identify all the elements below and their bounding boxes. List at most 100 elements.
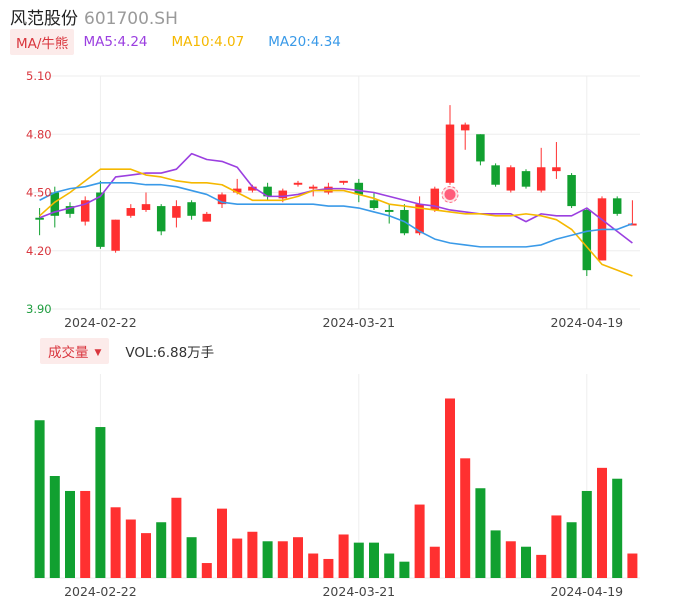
price-grid bbox=[32, 75, 640, 310]
volume-grid bbox=[32, 374, 640, 579]
candle-body bbox=[324, 186, 333, 193]
candle-body bbox=[50, 192, 60, 216]
volume-bar bbox=[110, 507, 121, 578]
candle-body bbox=[506, 167, 516, 191]
volume-bar bbox=[581, 490, 592, 578]
volume-bar bbox=[323, 558, 334, 578]
volume-date-labels: 2024-02-22 2024-03-21 2024-04-19 bbox=[64, 584, 623, 599]
volume-bar bbox=[293, 537, 303, 578]
volume-bar bbox=[536, 554, 547, 578]
candle-body bbox=[445, 124, 455, 183]
candle-body bbox=[612, 198, 622, 214]
volume-legend: 成交量 ▼ VOL:6.88万手 bbox=[40, 338, 215, 364]
candle-body bbox=[65, 206, 75, 214]
x-tick-label: 2024-04-19 bbox=[550, 584, 623, 599]
candle-body bbox=[384, 209, 394, 212]
ma10-label: MA10:4.07 bbox=[171, 34, 245, 50]
candle-body bbox=[491, 165, 500, 185]
ma-legend: MA/牛熊 MA5:4.24 MA10:4.07 MA20:4.34 bbox=[10, 29, 341, 55]
volume-bar bbox=[338, 534, 349, 578]
candle-body bbox=[582, 209, 592, 271]
candle-body bbox=[460, 124, 470, 131]
volume-bar bbox=[414, 504, 425, 578]
candle-body bbox=[354, 182, 364, 195]
volume-value-label: VOL:6.88万手 bbox=[125, 345, 215, 361]
volume-bar bbox=[80, 490, 91, 578]
volume-bar bbox=[521, 546, 531, 578]
volume-bar bbox=[277, 541, 288, 578]
volume-bar bbox=[201, 563, 212, 578]
x-tick-label: 2024-02-22 bbox=[64, 315, 137, 330]
candle-body bbox=[476, 134, 485, 162]
y-tick-label: 4.50 bbox=[26, 186, 52, 200]
volume-bar bbox=[49, 476, 60, 578]
candle-body bbox=[536, 167, 546, 191]
candle-body bbox=[628, 223, 637, 226]
volume-bar bbox=[141, 533, 151, 578]
volume-bar bbox=[247, 531, 258, 578]
volume-bar bbox=[34, 420, 45, 578]
candle-body bbox=[96, 192, 105, 247]
volume-bar bbox=[551, 515, 562, 578]
candle-body bbox=[339, 180, 348, 183]
ma5-line bbox=[39, 152, 633, 244]
ma5-label: MA5:4.24 bbox=[83, 34, 148, 50]
stock-code: 601700.SH bbox=[84, 9, 178, 29]
volume-bar bbox=[308, 553, 319, 578]
candle-body bbox=[430, 188, 440, 210]
volume-bar bbox=[597, 467, 607, 578]
candle-body bbox=[278, 190, 288, 199]
candle-body bbox=[293, 182, 303, 185]
price-axis-labels: 5.10 4.80 4.50 4.20 3.90 bbox=[26, 69, 52, 316]
volume-bar bbox=[232, 538, 243, 578]
candle-body bbox=[202, 213, 212, 222]
candle-body bbox=[248, 186, 257, 191]
volume-bar bbox=[399, 561, 410, 578]
ma10-line bbox=[39, 168, 633, 277]
volume-bar bbox=[627, 553, 638, 578]
volume-bar bbox=[369, 542, 379, 578]
moving-average-lines bbox=[39, 152, 633, 277]
volume-bar bbox=[353, 542, 364, 578]
volume-indicator-selector[interactable]: 成交量 ▼ bbox=[40, 338, 110, 364]
y-tick-label: 4.20 bbox=[26, 244, 52, 258]
candle-body bbox=[263, 186, 272, 197]
candle-body bbox=[415, 204, 424, 234]
candle-body bbox=[126, 208, 136, 216]
volume-bar bbox=[460, 458, 471, 578]
volume-bar bbox=[186, 537, 197, 578]
volume-bar bbox=[475, 488, 486, 578]
x-tick-label: 2024-03-21 bbox=[322, 315, 395, 330]
candle-body bbox=[156, 206, 166, 232]
volume-bar bbox=[566, 522, 577, 578]
candle-body bbox=[308, 186, 318, 189]
volume-bar bbox=[505, 541, 516, 578]
ma20-label: MA20:4.34 bbox=[268, 34, 341, 50]
candle-body bbox=[187, 202, 196, 216]
candle-body bbox=[35, 217, 44, 220]
volume-bar bbox=[384, 553, 395, 578]
y-tick-label: 5.10 bbox=[26, 69, 52, 83]
volume-bar bbox=[490, 530, 501, 578]
volume-bar bbox=[445, 398, 455, 578]
ma20-line bbox=[39, 181, 633, 248]
y-tick-label: 3.90 bbox=[26, 302, 52, 316]
y-tick-label: 4.80 bbox=[26, 127, 52, 141]
candle-body bbox=[217, 194, 227, 205]
stock-header: 风范股份 601700.SH bbox=[10, 4, 178, 29]
candle-body bbox=[80, 200, 90, 222]
volume-bar bbox=[429, 546, 440, 578]
volume-bar bbox=[156, 522, 167, 578]
caret-down-icon: ▼ bbox=[94, 348, 102, 358]
ma-indicator-selector[interactable]: MA/牛熊 bbox=[10, 29, 75, 55]
x-tick-label: 2024-04-19 bbox=[550, 315, 623, 330]
volume-bar bbox=[217, 508, 227, 578]
volume-bar bbox=[95, 427, 106, 578]
volume-bar bbox=[612, 478, 623, 578]
event-marker[interactable] bbox=[441, 185, 459, 203]
volume-bars bbox=[34, 398, 638, 578]
volume-bar bbox=[262, 541, 273, 578]
x-tick-label: 2024-03-21 bbox=[322, 584, 395, 599]
candle-body bbox=[552, 167, 561, 172]
